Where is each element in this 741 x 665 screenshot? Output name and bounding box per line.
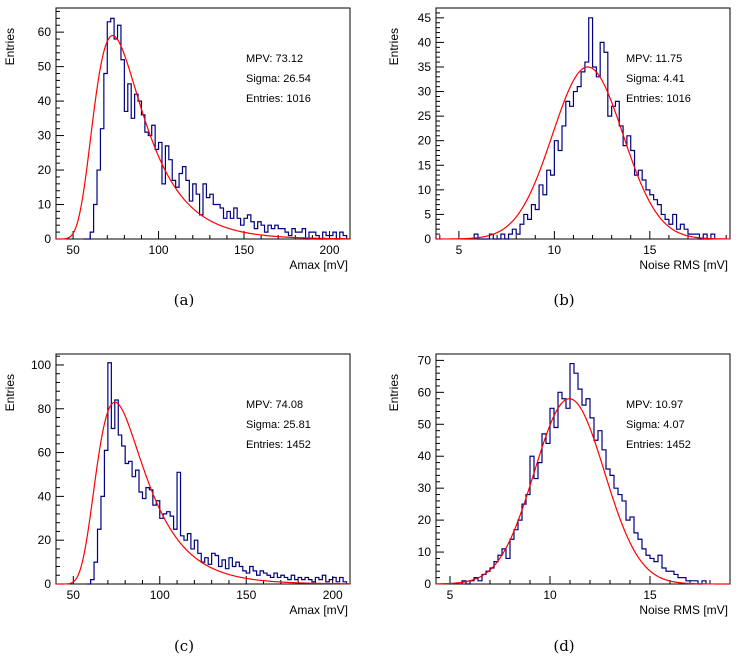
stats-line: MPV: 10.97 — [626, 399, 683, 411]
y-tick-label: 30 — [418, 481, 432, 495]
stats-line: Sigma: 4.07 — [626, 419, 685, 431]
y-tick-label: 35 — [418, 60, 432, 74]
y-tick-label: 40 — [38, 94, 52, 108]
x-axis-title: Noise RMS [mV] — [639, 258, 728, 272]
panel-caption: (a) — [174, 291, 195, 309]
panel-caption: (d) — [553, 637, 574, 655]
stats-line: Sigma: 4.41 — [626, 73, 685, 85]
panel-2: 5 10 15 0 5 10 15 20 25 30 35 40 45 Noise RMS [mV] Ent… — [387, 7, 731, 309]
stats-line: MPV: 74.08 — [246, 399, 303, 411]
x-tick-label: 100 — [150, 588, 170, 602]
x-tick-label: 15 — [643, 243, 657, 257]
y-tick-label: 10 — [38, 198, 52, 212]
histogram-steps — [87, 362, 348, 585]
x-tick-label: 100 — [149, 243, 169, 257]
x-tick-label: 15 — [643, 588, 657, 602]
plot-frame — [55, 353, 351, 585]
y-tick-label: 0 — [44, 232, 51, 246]
y-tick-label: 5 — [424, 207, 431, 221]
histogram-steps — [461, 362, 707, 585]
y-tick-label: 10 — [418, 545, 432, 559]
y-tick-label: 70 — [418, 353, 432, 367]
y-tick-label: 45 — [418, 11, 432, 25]
y-tick-label: 50 — [38, 60, 52, 74]
y-tick-label: 60 — [38, 446, 52, 460]
y-tick-label: 20 — [418, 134, 432, 148]
y-tick-label: 10 — [418, 183, 432, 197]
y-tick-label: 20 — [38, 163, 52, 177]
y-tick-label: 30 — [38, 129, 52, 143]
panel-4: 5 10 15 0 10 20 30 40 50 60 70 Noise RMS [mV] Entrie… — [387, 353, 731, 655]
y-tick-label: 80 — [38, 402, 52, 416]
stats-line: Sigma: 25.81 — [246, 419, 311, 431]
plot-frame — [55, 7, 351, 240]
x-axis-title: Amax [mV] — [289, 258, 348, 272]
stats-line: MPV: 73.12 — [246, 53, 303, 65]
panel-caption: (c) — [174, 637, 194, 655]
y-tick-label: 0 — [424, 232, 431, 246]
y-tick-label: 0 — [424, 577, 431, 591]
panel-caption: (b) — [553, 291, 574, 309]
x-tick-label: 5 — [456, 243, 463, 257]
y-axis-title: Entries — [3, 28, 17, 65]
y-tick-label: 20 — [418, 513, 432, 527]
y-tick-label: 40 — [418, 35, 432, 49]
x-tick-label: 200 — [323, 588, 343, 602]
stats-line: Sigma: 26.54 — [246, 73, 311, 85]
y-tick-label: 60 — [38, 25, 52, 39]
x-tick-label: 50 — [66, 243, 80, 257]
plot-frame — [435, 353, 731, 585]
x-tick-label: 50 — [67, 588, 81, 602]
fit-curve — [56, 401, 351, 585]
x-tick-label: 150 — [234, 243, 254, 257]
x-tick-label: 10 — [543, 588, 557, 602]
panel-1: 50 100 150 200 0 10 20 30 40 50 60 Amax [mV] Entries… — [3, 7, 351, 309]
fit-curve — [435, 398, 731, 585]
x-axis-title: Amax [mV] — [289, 603, 348, 617]
panel-3: 50 100 150 200 0 20 40 60 80 100 Amax [mV] Entries M… — [3, 353, 351, 655]
y-tick-label: 15 — [418, 158, 432, 172]
histogram-steps — [83, 17, 348, 240]
x-tick-label: 200 — [319, 243, 339, 257]
y-tick-label: 0 — [44, 577, 51, 591]
histogram-steps — [473, 17, 716, 240]
plot-frame — [435, 7, 731, 240]
y-tick-label: 50 — [418, 417, 432, 431]
x-tick-label: 150 — [236, 588, 256, 602]
stats-line: Entries: 1016 — [246, 93, 311, 105]
y-tick-label: 30 — [418, 85, 432, 99]
y-tick-label: 40 — [418, 449, 432, 463]
fit-curve — [56, 34, 351, 240]
y-tick-label: 20 — [38, 533, 52, 547]
y-axis-title: Entries — [3, 374, 17, 411]
fit-curve — [436, 66, 731, 240]
y-axis-title: Entries — [387, 374, 401, 411]
x-tick-label: 5 — [447, 588, 454, 602]
y-tick-label: 60 — [418, 385, 432, 399]
y-tick-label: 100 — [31, 358, 51, 372]
x-axis-title: Noise RMS [mV] — [639, 603, 728, 617]
stats-line: Entries: 1452 — [246, 439, 311, 451]
x-tick-label: 10 — [548, 243, 562, 257]
stats-line: MPV: 11.75 — [626, 53, 682, 65]
y-axis-title: Entries — [387, 28, 401, 65]
stats-line: Entries: 1016 — [626, 93, 691, 105]
y-tick-label: 25 — [418, 109, 432, 123]
y-tick-label: 40 — [38, 489, 52, 503]
stats-line: Entries: 1452 — [626, 439, 691, 451]
